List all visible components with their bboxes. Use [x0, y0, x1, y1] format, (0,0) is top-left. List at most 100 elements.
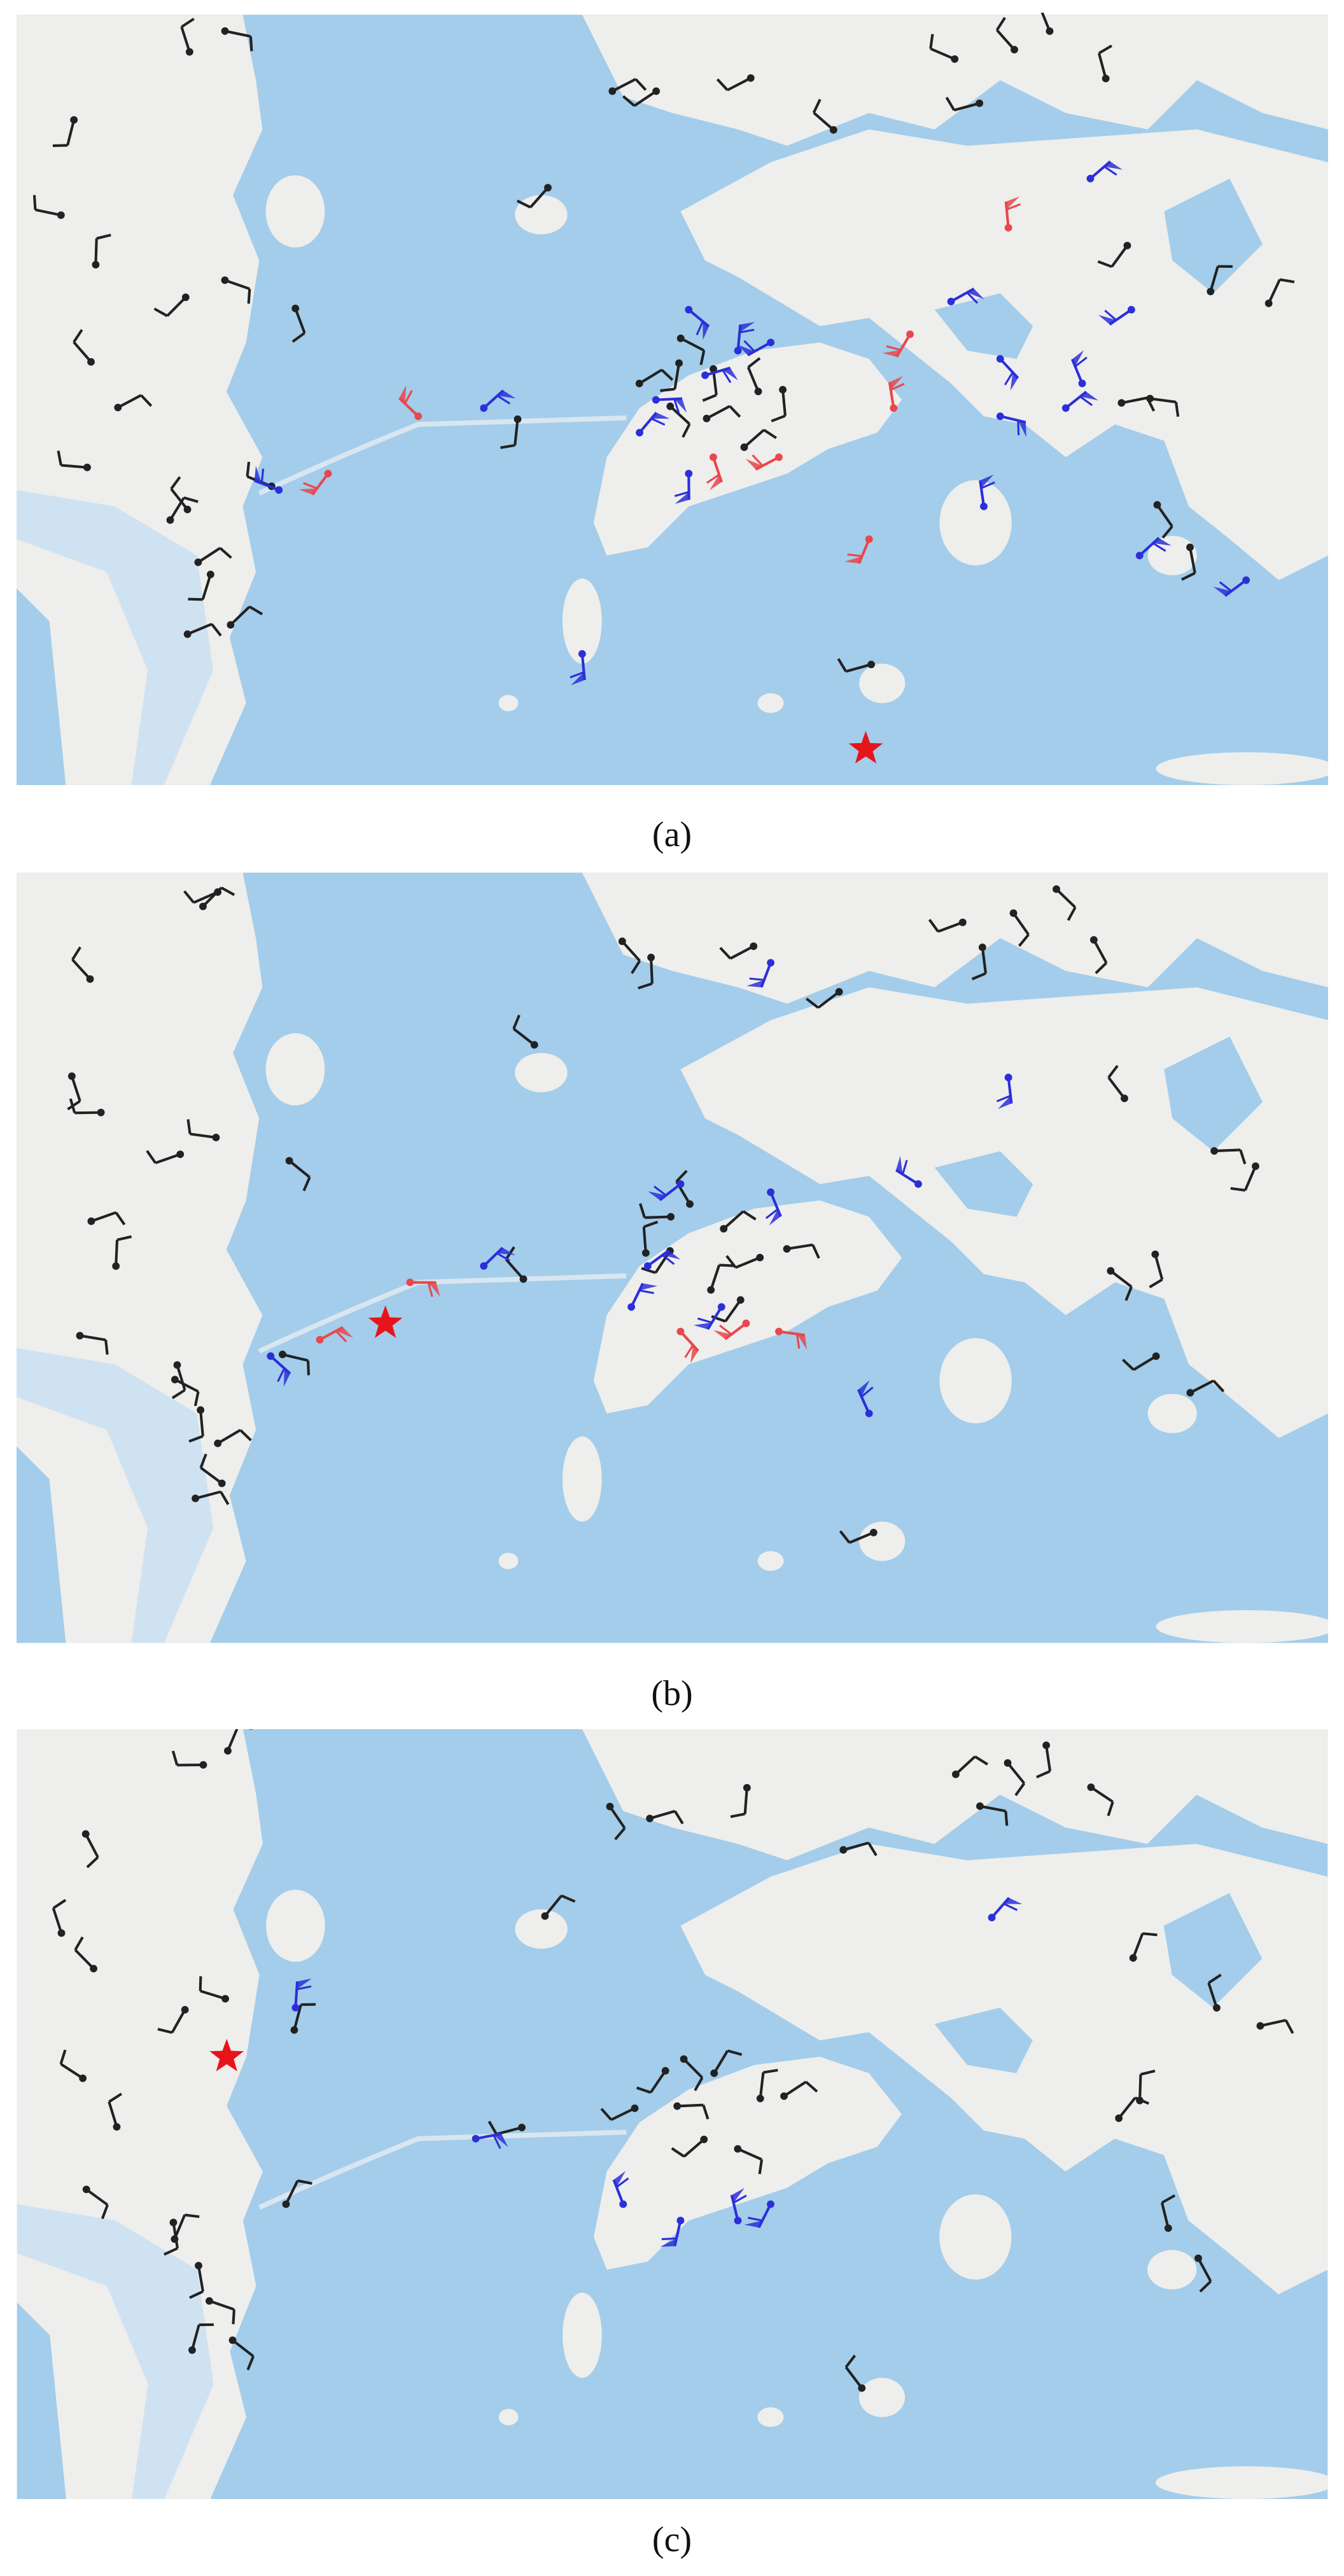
wind-barb [706, 453, 723, 491]
wind-barb [707, 1264, 734, 1294]
station-dot [406, 1278, 414, 1286]
station-dot [279, 1351, 286, 1358]
barb-staff [217, 1429, 241, 1445]
station-dot [206, 571, 214, 578]
barb-feather [743, 340, 755, 352]
barb-feather [116, 1235, 132, 1241]
barb-staff [224, 279, 250, 291]
station-dot [676, 1180, 685, 1188]
barb-flag [496, 1248, 515, 1255]
station-dot [112, 1262, 120, 1270]
barb-staff [735, 1256, 760, 1269]
barb-feather [614, 1827, 626, 1841]
station-dot [667, 1213, 675, 1221]
wind-barb [780, 2080, 818, 2100]
barb-staff [844, 2366, 863, 2389]
station-dot [685, 305, 693, 314]
barb-feather [929, 34, 934, 49]
barb-feather [995, 17, 1006, 31]
wind-barb [1061, 391, 1098, 412]
panel-label: (c) [652, 2520, 692, 2559]
barb-staff [730, 2194, 739, 2221]
station-dot [1089, 936, 1098, 944]
wind-barb [52, 1898, 67, 1937]
wind-barb [837, 658, 875, 673]
barb-staff [543, 1895, 563, 1917]
station-dot [996, 355, 1004, 363]
barb-staff [1207, 1982, 1218, 2009]
station-dot [214, 1439, 222, 1447]
barb-feather [719, 947, 732, 960]
station-dot [1252, 1162, 1259, 1171]
wind-barb [1070, 350, 1088, 387]
barb-staff [1110, 244, 1129, 268]
wind-barb [171, 1361, 186, 1400]
station-dot [518, 2124, 526, 2131]
barb-feather [729, 405, 741, 418]
barb-feather [183, 890, 195, 904]
wind-barb [680, 2055, 704, 2091]
station-dot [783, 1245, 791, 1253]
barb-flag [335, 1327, 353, 1338]
wind-barb [928, 918, 967, 933]
barb-staff [1154, 1253, 1164, 1280]
station-dot [685, 470, 693, 478]
wind-barb [221, 27, 253, 52]
station-dot [514, 415, 522, 423]
wind-barb [224, 1729, 253, 1755]
station-dot [188, 2346, 196, 2354]
barb-flag [1213, 587, 1232, 596]
barb-staff [743, 1787, 748, 1814]
barb-staff [319, 1326, 344, 1341]
wind-barb [710, 2049, 743, 2077]
barb-feather [1018, 933, 1030, 947]
barb-feather [183, 496, 199, 503]
barb-feather [1004, 1811, 1009, 1826]
wind-barb [59, 2049, 87, 2082]
barb-flag [1072, 350, 1084, 367]
station-dot [951, 1770, 960, 1778]
station-dot [865, 535, 873, 543]
barb-staff [311, 473, 330, 496]
station-dot [643, 1262, 652, 1270]
station-dot [734, 347, 742, 355]
barb-feather [758, 2159, 764, 2175]
barb-feather [727, 2049, 743, 2056]
land [17, 873, 1328, 1643]
barb-feather [974, 1755, 988, 1765]
station-dot [227, 621, 235, 629]
barb-flag [769, 1209, 781, 1226]
barb-feather [928, 919, 939, 933]
barb-flag [1010, 372, 1018, 391]
barb-flag [882, 350, 901, 357]
barb-staff [687, 309, 710, 328]
barb-feather [839, 1530, 851, 1544]
barb-feather [1279, 278, 1295, 284]
wind-barb [996, 1073, 1013, 1110]
wind-barb [180, 17, 195, 56]
barb-feather [52, 1898, 67, 1910]
barb-feather [140, 394, 153, 407]
wind-barb [112, 1235, 132, 1270]
station-dot [1115, 2114, 1123, 2122]
panel-label: (a) [652, 815, 692, 854]
barb-staff [1131, 1933, 1144, 1959]
station-dot [1102, 74, 1110, 83]
barb-staff [955, 1755, 976, 1776]
barb-staff [895, 333, 911, 358]
barb-feather [1097, 260, 1112, 268]
barb-feather [1107, 1064, 1119, 1078]
barb-staff [769, 1192, 782, 1217]
station-dot [192, 1494, 199, 1503]
station-dot [197, 1406, 205, 1414]
station-dot [652, 396, 660, 404]
wind-barb [746, 959, 775, 988]
wind-barb [888, 376, 905, 412]
station-dot [1086, 174, 1095, 183]
barb-staff [529, 186, 549, 209]
barb-staff [71, 959, 92, 980]
station-dot [635, 379, 643, 387]
barb-staff [197, 2265, 204, 2292]
station-dot [176, 1150, 185, 1159]
barb-flag [297, 1978, 312, 1989]
